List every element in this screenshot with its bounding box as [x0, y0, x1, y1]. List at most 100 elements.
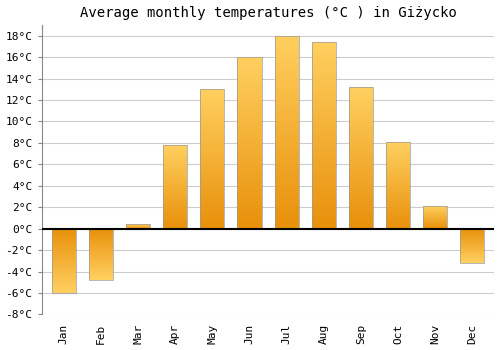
Bar [386, 204, 410, 205]
Bar [238, 108, 262, 110]
Bar [348, 148, 373, 149]
Bar [274, 159, 298, 161]
Bar [312, 61, 336, 63]
Bar [312, 120, 336, 122]
Bar [200, 199, 224, 201]
Title: Average monthly temperatures (°C ) in Giżycko: Average monthly temperatures (°C ) in Gi… [80, 6, 456, 20]
Bar [238, 217, 262, 218]
Bar [200, 142, 224, 144]
Bar [312, 79, 336, 81]
Bar [89, 239, 113, 240]
Bar [238, 193, 262, 194]
Bar [89, 268, 113, 269]
Bar [89, 272, 113, 273]
Bar [238, 162, 262, 163]
Bar [126, 224, 150, 229]
Bar [163, 208, 188, 209]
Bar [312, 83, 336, 85]
Bar [312, 145, 336, 147]
Bar [312, 163, 336, 165]
Bar [312, 221, 336, 223]
Bar [163, 147, 188, 148]
Bar [238, 175, 262, 177]
Bar [274, 149, 298, 152]
Bar [312, 42, 336, 44]
Bar [348, 145, 373, 147]
Bar [238, 150, 262, 152]
Bar [163, 214, 188, 215]
Bar [238, 69, 262, 71]
Bar [348, 227, 373, 229]
Bar [386, 148, 410, 149]
Bar [52, 258, 76, 259]
Bar [386, 178, 410, 179]
Bar [89, 245, 113, 246]
Bar [312, 105, 336, 107]
Bar [312, 74, 336, 76]
Bar [52, 278, 76, 279]
Bar [274, 171, 298, 173]
Bar [52, 233, 76, 234]
Bar [348, 120, 373, 121]
Bar [348, 210, 373, 212]
Bar [386, 152, 410, 153]
Bar [52, 270, 76, 271]
Bar [163, 224, 188, 225]
Bar [238, 120, 262, 122]
Bar [200, 102, 224, 103]
Bar [348, 136, 373, 138]
Bar [386, 205, 410, 206]
Bar [238, 138, 262, 139]
Bar [348, 179, 373, 181]
Bar [163, 150, 188, 151]
Bar [274, 78, 298, 80]
Bar [238, 72, 262, 74]
Bar [312, 210, 336, 212]
Bar [312, 152, 336, 154]
Bar [89, 262, 113, 263]
Bar [348, 127, 373, 128]
Bar [163, 220, 188, 221]
Bar [274, 40, 298, 41]
Bar [386, 142, 410, 229]
Bar [89, 246, 113, 247]
Bar [52, 276, 76, 277]
Bar [163, 154, 188, 155]
Bar [200, 164, 224, 166]
Bar [386, 202, 410, 203]
Bar [163, 216, 188, 217]
Bar [238, 201, 262, 203]
Bar [238, 105, 262, 107]
Bar [312, 102, 336, 104]
Bar [238, 79, 262, 81]
Bar [200, 180, 224, 181]
Bar [200, 190, 224, 191]
Bar [312, 53, 336, 55]
Bar [312, 126, 336, 128]
Bar [274, 134, 298, 136]
Bar [348, 172, 373, 174]
Bar [386, 161, 410, 162]
Bar [348, 161, 373, 162]
Bar [52, 271, 76, 272]
Bar [274, 59, 298, 61]
Bar [274, 122, 298, 124]
Bar [274, 93, 298, 96]
Bar [460, 229, 484, 263]
Bar [386, 168, 410, 169]
Bar [52, 268, 76, 269]
Bar [312, 44, 336, 46]
Bar [163, 181, 188, 182]
Bar [238, 59, 262, 61]
Bar [386, 222, 410, 223]
Bar [238, 218, 262, 220]
Bar [200, 224, 224, 226]
Bar [52, 249, 76, 250]
Bar [386, 164, 410, 165]
Bar [238, 203, 262, 205]
Bar [163, 200, 188, 201]
Bar [274, 136, 298, 138]
Bar [274, 80, 298, 82]
Bar [163, 157, 188, 158]
Bar [52, 282, 76, 283]
